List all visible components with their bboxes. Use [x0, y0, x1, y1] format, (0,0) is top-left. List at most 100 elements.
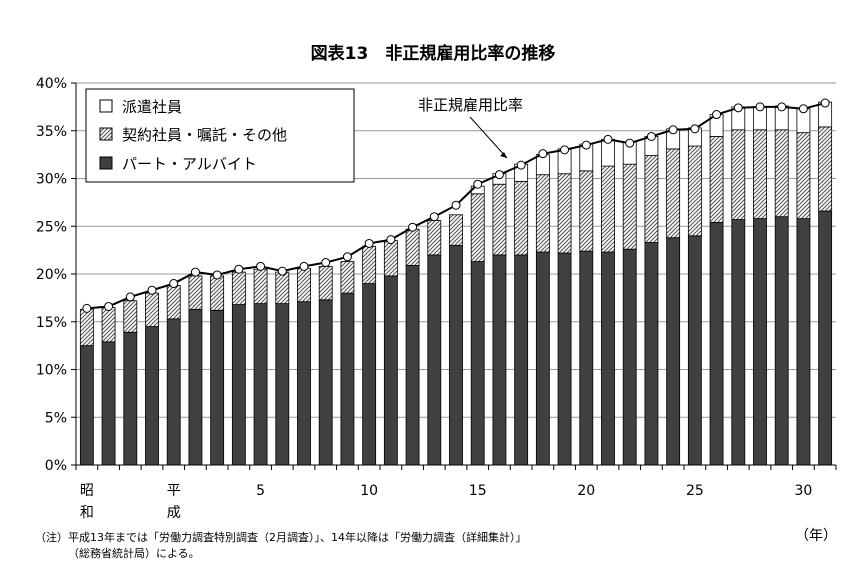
total-line-point: [277, 266, 287, 276]
bar-part-time: [557, 252, 572, 466]
bar-part-time: [622, 248, 637, 466]
total-line-point: [755, 102, 765, 112]
bar-contract: [709, 136, 724, 223]
x-tick-label: 25: [686, 483, 704, 499]
x-tick-label: 5: [256, 483, 265, 499]
bar-part-time: [79, 345, 94, 466]
x-tick-label: 昭: [80, 483, 94, 499]
note-line-1: （注）平成13年までは「労働力調査特別調査（2月調査）」、14年以降は「労働力調…: [35, 530, 527, 544]
total-line-point: [147, 285, 157, 295]
bar-contract: [231, 271, 246, 305]
total-line-point: [429, 212, 439, 222]
total-line-point: [712, 110, 722, 120]
bar-part-time: [731, 219, 746, 466]
legend: 派遣社員 契約社員・嘱託・その他 パート・アルバイト: [85, 88, 355, 183]
y-tick-label: 0%: [45, 458, 67, 474]
legend-label-contract: 契約社員・嘱託・その他: [122, 126, 287, 144]
bar-contract: [405, 228, 420, 266]
bar-contract: [601, 165, 615, 253]
bar-part-time: [687, 235, 702, 466]
total-line: [82, 98, 830, 313]
bar-contract: [514, 180, 529, 256]
legend-box: [85, 88, 355, 183]
legend-label-parttime: パート・アルバイト: [122, 155, 257, 173]
bar-part-time: [340, 292, 355, 466]
total-line-point: [451, 200, 461, 210]
total-line-point: [625, 138, 635, 148]
bar-contract: [383, 240, 398, 277]
legend-swatch-dispatch: [99, 99, 113, 113]
bar-part-time: [774, 216, 789, 466]
bar-part-time: [318, 299, 333, 466]
legend-swatch-contract: [99, 127, 113, 141]
bar-part-time: [753, 218, 767, 466]
bar-part-time: [666, 237, 681, 466]
total-line-point: [212, 270, 222, 280]
total-line-point: [603, 134, 613, 144]
bar-contract: [79, 308, 94, 347]
total-line-point: [342, 252, 352, 262]
total-line-point: [125, 292, 135, 302]
total-line-point: [82, 303, 92, 313]
y-tick-label: 30%: [36, 172, 67, 188]
bar-contract: [210, 275, 225, 311]
x-tick-label: 30: [795, 483, 813, 499]
total-line-point: [104, 301, 114, 311]
x-tick-label: 成: [167, 505, 181, 521]
total-line-point: [516, 160, 526, 170]
bar-part-time: [231, 304, 246, 466]
bar-contract: [644, 155, 659, 243]
bar-part-time: [123, 331, 138, 466]
y-tick-label: 25%: [36, 219, 67, 235]
bar-contract: [449, 214, 463, 246]
line-label-arrow: [469, 116, 508, 159]
chart-title: 図表13 非正規雇用比率の推移: [311, 43, 556, 64]
total-line-point: [364, 238, 374, 248]
bar-contract: [253, 268, 268, 305]
total-line-point: [321, 258, 331, 268]
total-line-point: [581, 140, 591, 150]
bar-part-time: [383, 275, 398, 466]
legend-swatch-parttime: [99, 156, 113, 170]
x-tick-label: 10: [360, 483, 378, 499]
total-line-point: [408, 222, 418, 232]
bar-contract: [557, 173, 572, 254]
bar-part-time: [427, 254, 442, 466]
bar-part-time: [601, 251, 615, 466]
bar-part-time: [101, 341, 116, 466]
total-line-point: [733, 103, 743, 113]
bar-part-time: [470, 261, 485, 466]
bar-part-time: [405, 265, 420, 466]
bar-part-time: [166, 318, 181, 466]
total-line-point: [820, 98, 830, 108]
total-line-point: [668, 125, 678, 135]
total-line-point: [473, 179, 483, 189]
bar-contract: [753, 129, 767, 220]
legend-label-dispatch: 派遣社員: [122, 98, 182, 116]
y-tick-label: 10%: [36, 363, 67, 379]
note-line-2: （総務省統計局）による。: [68, 546, 200, 560]
total-line-point: [646, 131, 656, 141]
bar-contract: [101, 307, 116, 343]
bar-contract: [470, 193, 485, 262]
total-line-point: [560, 145, 570, 155]
bar-part-time: [297, 301, 311, 466]
bar-contract: [340, 261, 355, 294]
bar-part-time: [210, 309, 225, 466]
bar-contract: [123, 300, 138, 333]
bar-part-time: [709, 222, 724, 466]
bar-contract: [492, 183, 507, 256]
bar-contract: [622, 163, 637, 250]
total-line-point: [234, 264, 244, 274]
bar-part-time: [188, 308, 203, 466]
bar-part-time: [145, 326, 159, 466]
bar-contract: [166, 285, 181, 320]
bar-contract: [796, 132, 811, 220]
y-axis: 0% 5% 10% 15% 20% 25% 30% 35% 40%: [36, 76, 77, 474]
bar-contract: [818, 126, 833, 212]
bar-contract: [774, 129, 789, 218]
bar-contract: [362, 245, 377, 284]
x-tick-label: 15: [469, 483, 487, 499]
bar-contract: [666, 148, 681, 239]
